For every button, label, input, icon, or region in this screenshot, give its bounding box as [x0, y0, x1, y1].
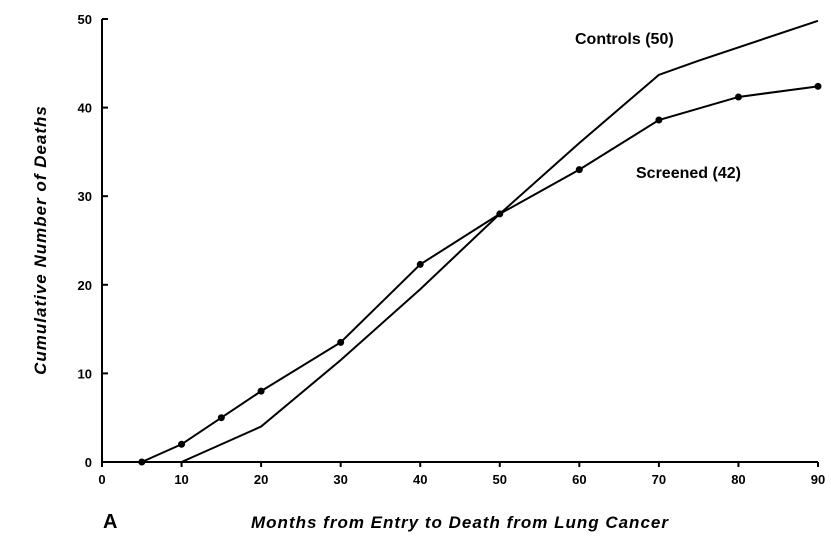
x-tick-label: 80 [731, 472, 745, 487]
point [138, 458, 146, 466]
x-axis-label: Months from Entry to Death from Lung Can… [251, 513, 669, 532]
x-tick-label: 90 [811, 472, 825, 487]
point [496, 210, 504, 218]
x-tick-label: 70 [652, 472, 666, 487]
y-tick-label: 0 [85, 455, 92, 470]
x-tick-label: 20 [254, 472, 268, 487]
x-tick-label: 40 [413, 472, 427, 487]
point [416, 260, 424, 268]
y-axis-label: Cumulative Number of Deaths [31, 105, 50, 375]
y-tick-label: 20 [78, 278, 92, 293]
point [814, 82, 822, 90]
panel-label: A [103, 511, 117, 533]
x-tick-label: 10 [174, 472, 188, 487]
point [575, 166, 583, 174]
y-tick-label: 50 [78, 12, 92, 27]
y-tick-label: 30 [78, 189, 92, 204]
y-tick-label: 40 [78, 101, 92, 116]
x-tick-label: 60 [572, 472, 586, 487]
point [217, 414, 225, 422]
point [734, 93, 742, 101]
series-line [181, 19, 819, 463]
x-tick-label: 50 [493, 472, 507, 487]
point [337, 338, 345, 346]
x-tick-label: 0 [98, 472, 105, 487]
point [257, 387, 265, 395]
series-label: Screened (42) [636, 165, 741, 182]
x-tick-label: 30 [333, 472, 347, 487]
y-tick-label: 10 [78, 366, 92, 381]
series-label: Controls (50) [575, 31, 674, 48]
series-line [141, 85, 819, 463]
point [655, 116, 663, 124]
point [178, 440, 186, 448]
